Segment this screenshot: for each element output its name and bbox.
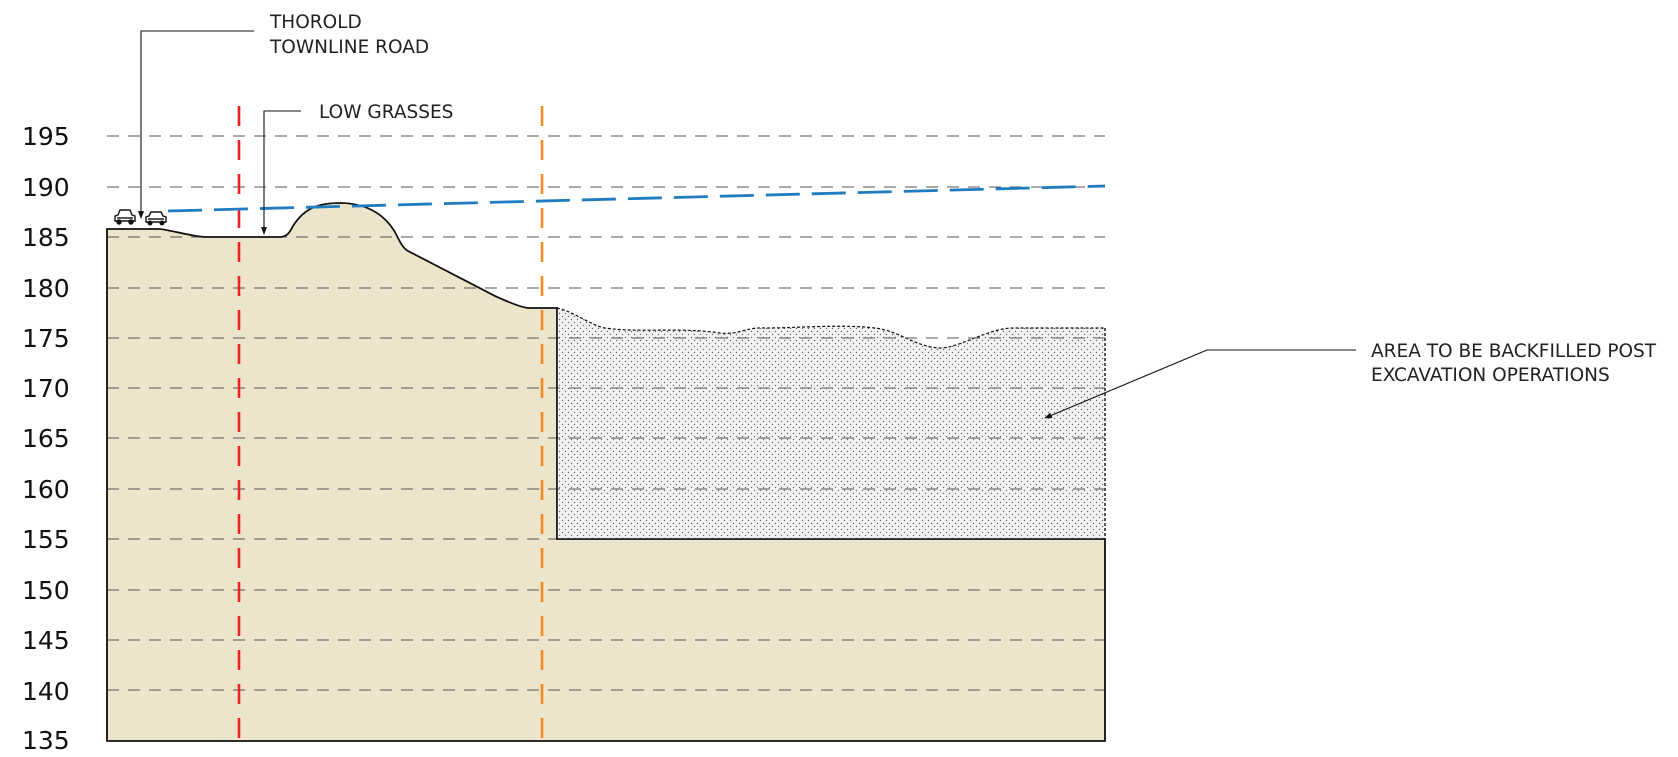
elevation-label-195: 195 <box>22 122 70 151</box>
grasses-callout-line1: LOW GRASSES <box>319 102 453 123</box>
elevation-label-170: 170 <box>22 374 70 403</box>
backfill-callout-line2: EXCAVATION OPERATIONS <box>1371 365 1610 386</box>
elevation-label-180: 180 <box>22 274 70 303</box>
elevation-label-190: 190 <box>22 173 70 202</box>
backfill-top-surface <box>556 307 1105 349</box>
road-callout-line1: THOROLD <box>269 12 362 33</box>
car-icon <box>114 209 136 225</box>
elevation-label-175: 175 <box>22 324 70 353</box>
truck-icon <box>145 211 167 226</box>
elevation-label-140: 140 <box>22 677 70 706</box>
water-table-line <box>167 184 1106 213</box>
grasses-leader-line <box>260 110 301 235</box>
elevation-label-150: 150 <box>22 576 70 605</box>
elevation-label-160: 160 <box>22 475 70 504</box>
elevation-label-145: 145 <box>22 626 70 655</box>
elevation-label-155: 155 <box>22 525 70 554</box>
elevation-label-185: 185 <box>22 223 70 252</box>
grasses-callout: LOW GRASSES <box>260 102 453 235</box>
road-leader-line <box>137 30 254 219</box>
elevation-axis: 195 190 185 180 175 170 165 160 155 150 … <box>22 122 70 755</box>
road-callout: THOROLD TOWNLINE ROAD <box>137 12 429 219</box>
backfill-callout: AREA TO BE BACKFILLED POST EXCAVATION OP… <box>1044 341 1657 419</box>
backfill-area <box>557 308 1105 539</box>
elevation-label-165: 165 <box>22 424 70 453</box>
elevation-label-135: 135 <box>22 726 70 755</box>
backfill-callout-line1: AREA TO BE BACKFILLED POST <box>1371 341 1657 362</box>
road-callout-line2: TOWNLINE ROAD <box>269 37 429 58</box>
backfill-leader-line <box>1044 349 1356 419</box>
